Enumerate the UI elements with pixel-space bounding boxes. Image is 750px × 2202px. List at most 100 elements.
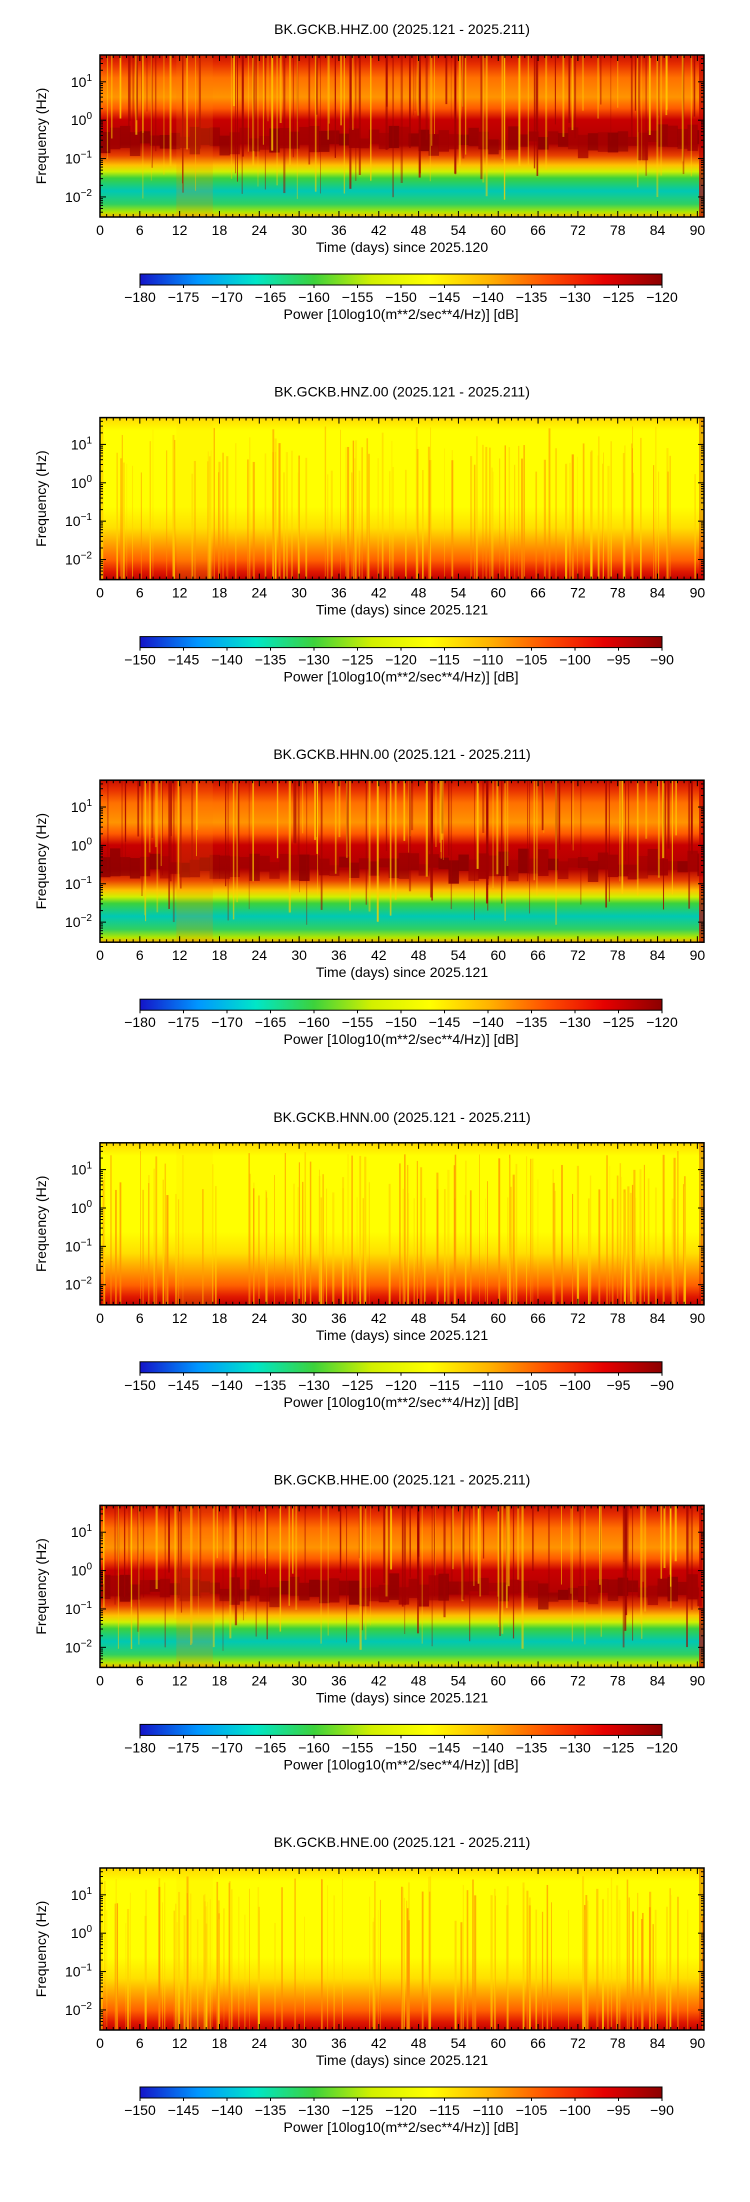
x-tick-label: 60 xyxy=(490,1672,506,1688)
colorbar-label: Power [10log10(m**2/sec**4/Hz)] [dB] xyxy=(284,2119,519,2135)
colorbar-tick-label: −130 xyxy=(559,289,591,305)
x-tick-label: 78 xyxy=(610,2035,626,2051)
x-tick-label: 24 xyxy=(252,947,268,963)
colorbar-tick-label: −170 xyxy=(211,289,243,305)
y-tick-label: 10−2 xyxy=(65,188,92,205)
colorbar-tick-label: −125 xyxy=(342,652,374,668)
x-tick-label: 6 xyxy=(136,2035,144,2051)
y-tick-label: 10−1 xyxy=(65,1963,92,1980)
y-axis-label: Frequency (Hz) xyxy=(33,1176,49,1272)
x-tick-label: 66 xyxy=(530,585,546,601)
colorbar-tick-label: −135 xyxy=(516,1014,548,1030)
y-axis: 101 100 10−1 10−2 xyxy=(65,779,704,943)
x-tick-label: 6 xyxy=(136,222,144,238)
x-tick-label: 12 xyxy=(172,1310,188,1326)
colorbar-label: Power [10log10(m**2/sec**4/Hz)] [dB] xyxy=(284,669,519,685)
x-tick-label: 0 xyxy=(96,222,104,238)
colorbar-tick-label: −120 xyxy=(385,2102,417,2118)
x-tick-label: 18 xyxy=(212,1310,228,1326)
x-tick-label: 48 xyxy=(411,1672,427,1688)
data-gap-region xyxy=(176,417,213,580)
y-tick-label: 10−2 xyxy=(65,913,92,930)
x-tick-label: 72 xyxy=(570,585,586,601)
colorbar: −150 −145 −140 −135 −130 −125 −120 −115 −110 −105… xyxy=(124,1361,674,1410)
colorbar-tick-label: −175 xyxy=(168,1739,200,1755)
heatmap-image xyxy=(100,1505,704,1668)
x-tick-label: 42 xyxy=(371,585,387,601)
colorbar-tick-label: −140 xyxy=(211,2102,243,2118)
x-tick-label: 84 xyxy=(650,947,666,963)
colorbar-tick-label: −130 xyxy=(298,652,330,668)
x-tick-label: 0 xyxy=(96,585,104,601)
colorbar-tick-label: −145 xyxy=(168,652,200,668)
colorbar-tick-label: −90 xyxy=(650,1377,674,1393)
x-tick-label: 36 xyxy=(331,222,347,238)
colorbar-tick-label: −125 xyxy=(603,289,635,305)
colorbar-tick-label: −180 xyxy=(124,1014,156,1030)
colorbar-tick-label: −165 xyxy=(255,1014,287,1030)
x-tick-label: 60 xyxy=(490,2035,506,2051)
x-tick-label: 6 xyxy=(136,1672,144,1688)
chart-title: BK.GCKB.HHN.00 (2025.121 - 2025.211) xyxy=(273,746,530,762)
colorbar-tick-label: −170 xyxy=(211,1739,243,1755)
colorbar-tick-label: −155 xyxy=(342,1739,374,1755)
colorbar-tick-label: −125 xyxy=(603,1014,635,1030)
y-axis-label: Frequency (Hz) xyxy=(33,1538,49,1634)
x-tick-label: 6 xyxy=(136,1310,144,1326)
x-tick-label: 66 xyxy=(530,2035,546,2051)
colorbar-tick-label: −140 xyxy=(211,652,243,668)
x-tick-label: 90 xyxy=(690,2035,706,2051)
y-axis: 101 100 10−1 10−2 xyxy=(65,54,704,218)
x-tick-label: 66 xyxy=(530,222,546,238)
colorbar-tick-label: −125 xyxy=(603,1739,635,1755)
y-tick-label: 100 xyxy=(71,1924,93,1941)
x-axis: 0 6 12 18 24 30 36 42 48 54 60 66 72 78 84 90 xyxy=(96,1505,705,1688)
colorbar: −180 −175 −170 −165 −160 −155 −150 −145 −140 −135… xyxy=(124,1723,678,1772)
colorbar-tick-label: −145 xyxy=(429,289,461,305)
x-axis-label: Time (days) since 2025.121 xyxy=(316,602,488,618)
colorbar-label: Power [10log10(m**2/sec**4/Hz)] [dB] xyxy=(284,1031,519,1047)
colorbar-tick-label: −160 xyxy=(298,1739,330,1755)
x-tick-label: 54 xyxy=(451,1310,467,1326)
x-tick-label: 42 xyxy=(371,1672,387,1688)
x-tick-label: 36 xyxy=(331,947,347,963)
colorbar-tick-label: −135 xyxy=(516,1739,548,1755)
x-tick-label: 72 xyxy=(570,1672,586,1688)
x-tick-label: 12 xyxy=(172,947,188,963)
spectrogram-panel: BK.GCKB.HNE.00 (2025.121 - 2025.211) 0 6 12… xyxy=(33,1834,705,2135)
y-axis-label: Frequency (Hz) xyxy=(33,88,49,184)
x-tick-label: 72 xyxy=(570,222,586,238)
colorbar-tick-label: −100 xyxy=(559,652,591,668)
colorbar-gradient xyxy=(139,1723,663,1736)
x-tick-label: 30 xyxy=(291,2035,307,2051)
y-tick-label: 101 xyxy=(71,798,93,815)
chart-title: BK.GCKB.HNZ.00 (2025.121 - 2025.211) xyxy=(274,384,530,400)
x-tick-label: 12 xyxy=(172,585,188,601)
x-tick-label: 36 xyxy=(331,585,347,601)
y-axis-label: Frequency (Hz) xyxy=(33,450,49,546)
colorbar-tick-label: −170 xyxy=(211,1014,243,1030)
colorbar-gradient xyxy=(139,2086,663,2099)
x-tick-label: 36 xyxy=(331,1310,347,1326)
x-tick-label: 54 xyxy=(451,1672,467,1688)
spectrogram-panel: BK.GCKB.HHE.00 (2025.121 - 2025.211) 0 6 12… xyxy=(33,1471,705,1772)
colorbar: −180 −175 −170 −165 −160 −155 −150 −145 −140 −135… xyxy=(124,998,678,1047)
colorbar-tick-label: −155 xyxy=(342,289,374,305)
y-tick-label: 10−1 xyxy=(65,1237,92,1254)
x-tick-label: 90 xyxy=(690,1672,706,1688)
y-tick-label: 10−1 xyxy=(65,150,92,167)
x-tick-label: 0 xyxy=(96,1310,104,1326)
colorbar-tick-label: −150 xyxy=(385,1739,417,1755)
colorbar-tick-label: −175 xyxy=(168,289,200,305)
colorbar-tick-label: −110 xyxy=(473,652,504,668)
spectrogram-panel: BK.GCKB.HNZ.00 (2025.121 - 2025.211) 0 6 12… xyxy=(33,384,705,685)
chart-title: BK.GCKB.HNN.00 (2025.121 - 2025.211) xyxy=(273,1109,530,1125)
colorbar-tick-label: −110 xyxy=(473,1377,504,1393)
colorbar-gradient xyxy=(139,636,663,649)
x-tick-label: 18 xyxy=(212,585,228,601)
colorbar-tick-label: −95 xyxy=(607,1377,631,1393)
y-tick-label: 100 xyxy=(71,1562,93,1579)
x-tick-label: 42 xyxy=(371,1310,387,1326)
y-tick-label: 101 xyxy=(71,1161,93,1178)
